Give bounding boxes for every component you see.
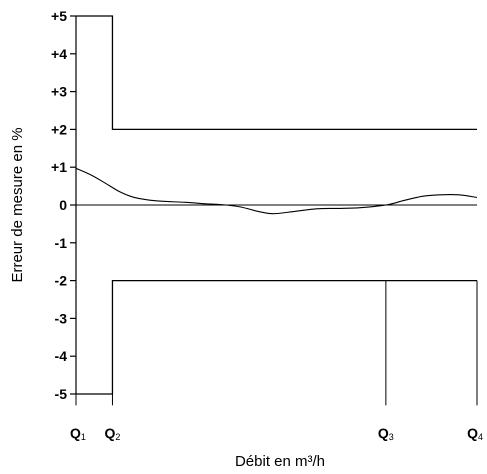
y-tick-label: +3	[51, 84, 67, 100]
y-tick-label: -2	[55, 273, 68, 289]
y-axis-title: Erreur de mesure en %	[9, 127, 26, 282]
y-tick-label: +1	[51, 159, 67, 175]
y-tick-label: -4	[55, 348, 68, 364]
x-axis-title: Débit en m³/h	[235, 453, 325, 470]
measured-error-curve-line	[75, 167, 478, 215]
y-tick-label: -3	[55, 310, 68, 326]
x-tick-label: Q1	[70, 425, 86, 442]
y-tick-label: +4	[51, 46, 67, 62]
y-tick-label: +5	[51, 8, 67, 24]
y-tick-label: 0	[59, 197, 67, 213]
lower-limit-line	[76, 279, 477, 395]
x-tick-label: Q2	[105, 425, 121, 442]
x-tick-label: Q4	[467, 425, 483, 442]
y-tick-label: -1	[55, 235, 68, 251]
y-tick-label: +2	[51, 121, 67, 137]
y-tick-label: -5	[55, 386, 68, 402]
upper-limit-line	[76, 15, 477, 131]
x-tick-label: Q3	[378, 425, 394, 442]
